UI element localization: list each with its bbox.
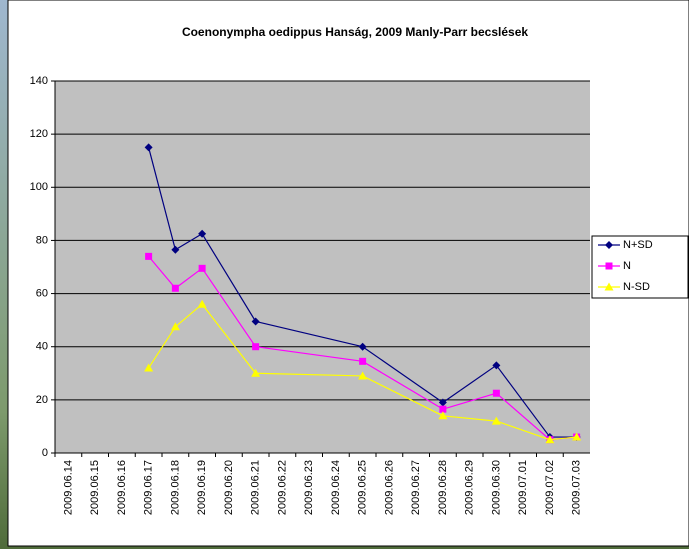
x-tick-label: 2009.06.25 (357, 460, 369, 515)
marker (252, 343, 259, 350)
chart: Coenonympha oedippus Hanság, 2009 Manly-… (0, 0, 689, 549)
x-tick-label: 2009.06.29 (464, 460, 476, 515)
x-tick-label: 2009.06.26 (383, 460, 395, 515)
x-tick-label: 2009.07.02 (544, 460, 556, 515)
x-tick-label: 2009.06.30 (490, 460, 502, 515)
legend-label: N (623, 260, 631, 272)
x-tick-label: 2009.06.27 (410, 460, 422, 515)
x-tick-label: 2009.07.01 (517, 460, 529, 515)
x-tick-label: 2009.07.03 (571, 460, 583, 515)
y-tick-label: 20 (36, 394, 48, 406)
chart-title: Coenonympha oedippus Hanság, 2009 Manly-… (182, 25, 528, 39)
x-tick-label: 2009.06.23 (303, 460, 315, 515)
x-tick-label: 2009.06.17 (143, 460, 155, 515)
marker (606, 263, 613, 270)
x-tick-label: 2009.06.14 (62, 460, 74, 515)
marker (172, 285, 179, 292)
y-tick-label: 120 (30, 128, 48, 140)
marker (493, 390, 500, 397)
x-tick-label: 2009.06.20 (223, 460, 235, 515)
x-tick-label: 2009.06.28 (437, 460, 449, 515)
y-tick-label: 0 (42, 447, 48, 459)
y-tick-label: 140 (30, 75, 48, 87)
marker (359, 358, 366, 365)
marker (145, 253, 152, 260)
marker (199, 265, 206, 272)
x-tick-label: 2009.06.19 (196, 460, 208, 515)
y-tick-label: 80 (36, 234, 48, 246)
x-tick-label: 2009.06.21 (250, 460, 262, 515)
legend-label: N-SD (623, 281, 650, 293)
y-tick-label: 40 (36, 341, 48, 353)
x-tick-label: 2009.06.24 (330, 460, 342, 515)
x-tick-label: 2009.06.15 (89, 460, 101, 515)
y-tick-label: 100 (30, 181, 48, 193)
legend-label: N+SD (623, 239, 653, 251)
x-tick-label: 2009.06.16 (116, 460, 128, 515)
page: Coenonympha oedippus Hanság, 2009 Manly-… (0, 0, 689, 549)
x-tick-label: 2009.06.22 (276, 460, 288, 515)
plot-area (55, 81, 590, 453)
x-tick-label: 2009.06.18 (169, 460, 181, 515)
y-tick-label: 60 (36, 287, 48, 299)
